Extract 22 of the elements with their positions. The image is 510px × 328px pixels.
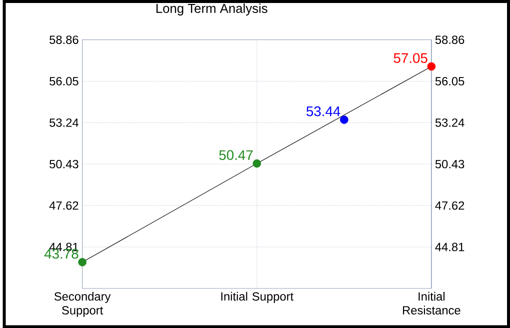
point [427,62,436,71]
y2-tick-label: 56.05 [435,76,464,86]
y2-tick-label: 47.62 [435,201,464,210]
data-label: 57.05 [394,53,428,63]
data-label: 53.44 [306,106,340,116]
point [340,115,348,124]
y-tick-label: 56.05 [50,76,78,86]
y2-tick-label: 58.86 [435,35,464,44]
y-tick-label: 53.24 [50,118,78,127]
data-label: 50.47 [219,150,253,160]
y2-tick-label: 50.43 [435,160,464,168]
y2-tick-label: 44.81 [435,242,464,252]
x-tick-label: Initial Support [221,292,294,303]
y2-tick-label: 53.24 [435,118,464,127]
y-tick-label: 47.62 [49,201,78,210]
x-tick-label: Initial Resistance [402,292,460,314]
point [78,258,86,266]
point [252,159,262,168]
chart-title: Long Term Analysis [156,3,268,16]
y-tick-label: 50.43 [50,160,78,168]
y-tick-label: 58.86 [50,35,78,44]
x-tick-label: Secondary Support [54,292,111,317]
